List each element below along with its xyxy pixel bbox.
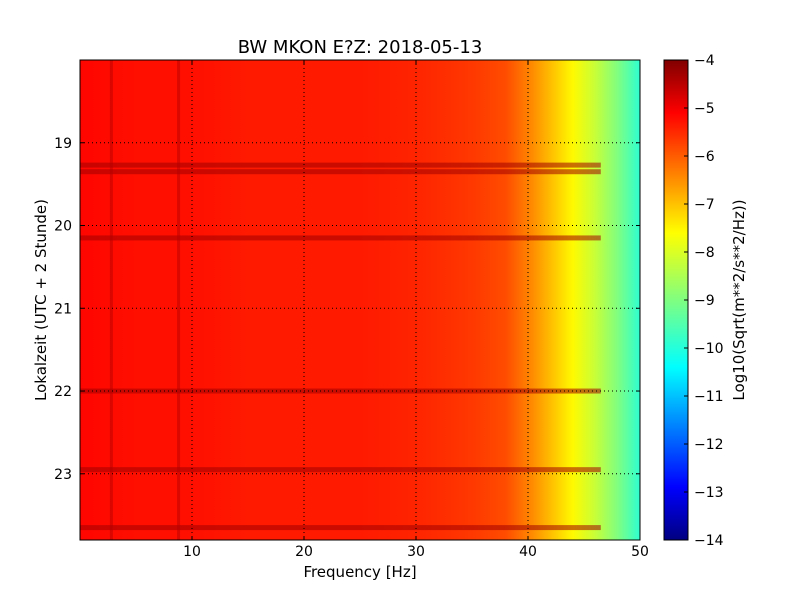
dark-band-4 xyxy=(80,467,601,473)
x-tick-label: 40 xyxy=(519,544,537,560)
x-tick-label: 20 xyxy=(295,544,313,560)
x-tick-label: 10 xyxy=(183,544,201,560)
y-axis-label: Lokalzeit (UTC + 2 Stunde) xyxy=(32,199,50,401)
colorbar-tick-label: −5 xyxy=(694,101,715,117)
x-tick-label: 50 xyxy=(631,544,649,560)
x-axis-label: Frequency [Hz] xyxy=(303,563,416,581)
x-tick-label: 30 xyxy=(407,544,425,560)
colorbar-tick-label: −10 xyxy=(694,341,724,357)
dark-line-0 xyxy=(109,60,113,540)
colorbar: −4 −5 −6 −7 −8 −9 −10 −11 −12 −13 −14 Log10(Sqrt(m… xyxy=(663,53,748,549)
y-tick-label: 20 xyxy=(54,219,72,235)
colorbar-tick-label: −11 xyxy=(694,389,724,405)
dark-band-0 xyxy=(80,162,601,168)
dark-line-1 xyxy=(177,60,181,540)
colorbar-ticks: −4 −5 −6 −7 −8 −9 −10 −11 −12 −13 −14 xyxy=(684,53,724,549)
colorbar-tick-label: −14 xyxy=(694,533,724,549)
colorbar-label: Log10(Sqrt(m**2/s**2/Hz)) xyxy=(730,199,748,400)
colorbar-tick-label: −12 xyxy=(694,437,724,453)
colorbar-tick-label: −9 xyxy=(694,293,715,309)
plot-frame xyxy=(79,59,641,541)
colorbar-tick-label: −8 xyxy=(694,245,715,261)
colorbar-tick-label: −6 xyxy=(694,149,715,165)
colorbar-tick-label: −4 xyxy=(694,53,715,69)
y-tick-label: 21 xyxy=(54,301,72,317)
spectrogram-base xyxy=(80,60,640,540)
dark-band-5 xyxy=(80,525,601,531)
chart-title: BW MKON E?Z: 2018-05-13 xyxy=(238,37,483,58)
y-tick-label: 19 xyxy=(54,136,72,152)
colorbar-tick-label: −7 xyxy=(694,197,715,213)
y-tick-label: 23 xyxy=(54,467,72,483)
plot-area: 10 20 30 40 50 19 20 21 22 23 xyxy=(54,59,649,560)
y-axis-ticks: 19 20 21 22 23 xyxy=(54,136,640,483)
colorbar-tick-label: −13 xyxy=(694,485,724,501)
dark-band-1 xyxy=(80,169,601,175)
dark-band-2 xyxy=(80,235,601,241)
y-tick-label: 22 xyxy=(54,384,72,400)
x-axis-ticks: 10 20 30 40 50 xyxy=(183,60,649,560)
